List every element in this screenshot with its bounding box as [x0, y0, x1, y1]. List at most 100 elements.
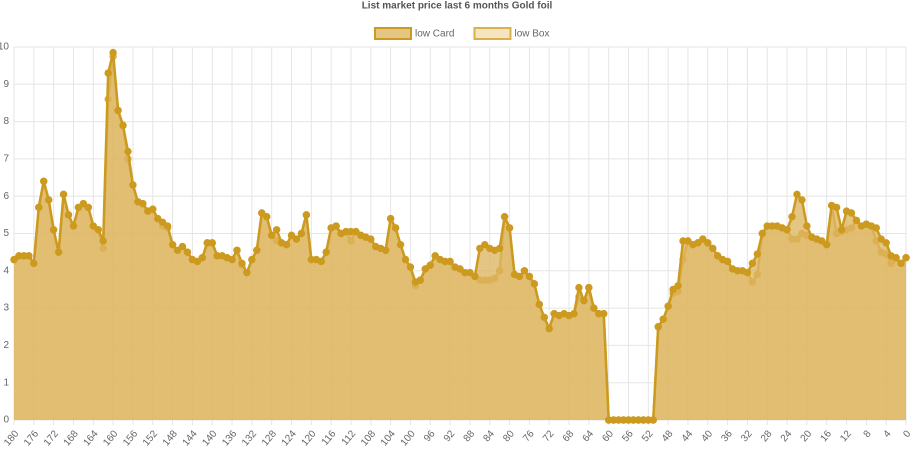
- x-tick-label: 144: [181, 428, 200, 448]
- data-point: [292, 235, 301, 243]
- data-point: [793, 190, 801, 199]
- x-tick-label: 84: [481, 428, 497, 444]
- data-point: [743, 268, 752, 277]
- data-point: [872, 224, 880, 232]
- data-point: [431, 252, 439, 260]
- data-point: [49, 226, 58, 234]
- x-tick-label: 128: [260, 428, 279, 448]
- x-tick-label: 132: [240, 428, 259, 448]
- data-point: [476, 244, 484, 253]
- data-point: [520, 267, 529, 275]
- data-point: [788, 213, 796, 221]
- data-point: [897, 259, 905, 268]
- x-tick-label: 124: [280, 428, 299, 448]
- data-point: [699, 235, 707, 243]
- data-point: [243, 268, 251, 277]
- data-point: [590, 304, 598, 312]
- data-point: [535, 300, 543, 309]
- data-point: [208, 239, 216, 247]
- data-point: [79, 199, 88, 208]
- x-tick-label: 168: [62, 428, 81, 448]
- data-point: [149, 205, 157, 213]
- data-point: [803, 222, 811, 230]
- data-point: [89, 222, 97, 230]
- x-tick-label: 120: [300, 428, 319, 448]
- data-point: [178, 242, 187, 251]
- data-point: [659, 315, 667, 323]
- x-tick-label: 156: [121, 428, 140, 448]
- x-tick-label: 180: [2, 428, 21, 448]
- data-point: [530, 280, 539, 288]
- data-point: [248, 255, 256, 264]
- y-tick-label: 0: [3, 415, 9, 426]
- data-point: [386, 214, 395, 223]
- legend-label: low Box: [514, 29, 549, 40]
- data-point: [466, 268, 474, 277]
- chart-title: List market price last 6 months Gold foi…: [362, 1, 553, 12]
- data-point: [818, 237, 826, 245]
- data-point: [119, 121, 127, 130]
- data-point: [396, 240, 405, 249]
- x-tick-label: 108: [359, 428, 378, 448]
- data-point: [367, 235, 375, 243]
- x-tick-label: 140: [200, 428, 219, 448]
- data-point: [228, 255, 236, 264]
- x-tick-label: 56: [620, 428, 636, 444]
- x-tick-label: 160: [101, 428, 120, 448]
- data-point: [64, 211, 73, 219]
- data-point: [471, 272, 479, 281]
- data-point: [163, 222, 172, 230]
- data-point: [154, 214, 162, 223]
- data-point: [723, 257, 732, 266]
- data-point: [406, 263, 415, 271]
- data-point: [540, 313, 548, 322]
- y-tick-label: 8: [3, 116, 9, 127]
- x-tick-label: 12: [838, 428, 854, 444]
- y-tick-label: 3: [3, 303, 9, 314]
- data-point: [570, 309, 578, 318]
- data-point: [709, 244, 717, 253]
- x-tick-label: 148: [161, 428, 180, 448]
- data-point: [25, 252, 33, 260]
- data-point: [233, 246, 241, 254]
- y-tick-label: 5: [3, 228, 9, 239]
- data-point: [35, 203, 43, 212]
- data-point: [10, 255, 18, 264]
- y-tick-label: 4: [3, 265, 9, 276]
- x-tick-label: 176: [22, 428, 41, 448]
- data-point: [580, 296, 588, 305]
- x-tick-label: 64: [581, 428, 597, 444]
- x-tick-label: 16: [818, 428, 834, 444]
- data-point: [748, 259, 757, 268]
- x-tick-label: 136: [220, 428, 239, 448]
- data-point: [74, 203, 83, 212]
- x-tick-label: 80: [501, 428, 517, 444]
- data-point: [104, 69, 112, 77]
- y-tick-label: 9: [3, 79, 9, 90]
- data-point: [173, 246, 182, 254]
- data-point: [267, 231, 276, 240]
- data-point: [545, 324, 553, 333]
- data-point: [253, 246, 261, 254]
- data-point: [798, 196, 806, 204]
- data-point: [515, 272, 524, 281]
- x-tick-label: 76: [521, 428, 537, 444]
- x-tick-label: 164: [81, 428, 100, 448]
- y-tick-label: 10: [0, 42, 9, 53]
- x-tick-label: 24: [779, 428, 795, 444]
- data-point: [674, 282, 682, 290]
- data-point: [783, 226, 791, 234]
- data-point: [495, 244, 504, 253]
- data-point: [426, 261, 434, 269]
- data-point: [109, 48, 117, 57]
- data-point: [69, 222, 78, 230]
- x-tick-label: 60: [600, 428, 616, 444]
- x-tick-label: 116: [320, 428, 339, 448]
- data-point: [84, 203, 93, 212]
- data-point: [40, 177, 48, 185]
- x-tick-label: 4: [881, 428, 893, 440]
- data-point: [823, 240, 831, 249]
- data-point: [902, 254, 910, 262]
- data-point: [99, 237, 107, 245]
- data-point: [297, 229, 306, 238]
